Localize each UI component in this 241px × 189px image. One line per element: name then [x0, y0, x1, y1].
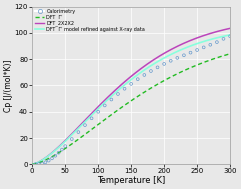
X-axis label: Temperature [K]: Temperature [K] — [97, 176, 165, 185]
Point — [202, 46, 206, 49]
Point — [57, 151, 60, 154]
Point — [221, 37, 225, 40]
Point — [103, 104, 107, 107]
Point — [208, 43, 212, 46]
Point — [53, 154, 57, 157]
Point — [70, 138, 74, 141]
Point — [156, 66, 160, 69]
Point — [116, 92, 120, 95]
Y-axis label: Cp [J/(mol*K)]: Cp [J/(mol*K)] — [4, 59, 13, 112]
Point — [50, 157, 54, 160]
Point — [162, 62, 166, 65]
Point — [142, 74, 146, 77]
Point — [136, 78, 140, 81]
Point — [33, 163, 37, 166]
Point — [37, 162, 41, 165]
Point — [109, 98, 113, 101]
Point — [195, 49, 199, 52]
Point — [40, 162, 44, 165]
Point — [96, 110, 100, 113]
Point — [175, 56, 179, 59]
Point — [129, 82, 133, 85]
Point — [169, 59, 173, 62]
Point — [228, 35, 232, 38]
Point — [215, 41, 219, 44]
Point — [123, 87, 127, 90]
Point — [189, 51, 193, 54]
Point — [63, 145, 67, 148]
Point — [47, 159, 51, 162]
Point — [60, 148, 64, 151]
Point — [149, 70, 153, 73]
Point — [76, 131, 80, 134]
Point — [43, 161, 47, 164]
Point — [90, 117, 94, 120]
Point — [83, 124, 87, 127]
Point — [182, 54, 186, 57]
Legend: Calorimetry, DFT  Γʹ, DFT_2X2X2, DFT  Γʹ model refined against X-ray data: Calorimetry, DFT Γʹ, DFT_2X2X2, DFT Γʹ m… — [34, 8, 146, 33]
